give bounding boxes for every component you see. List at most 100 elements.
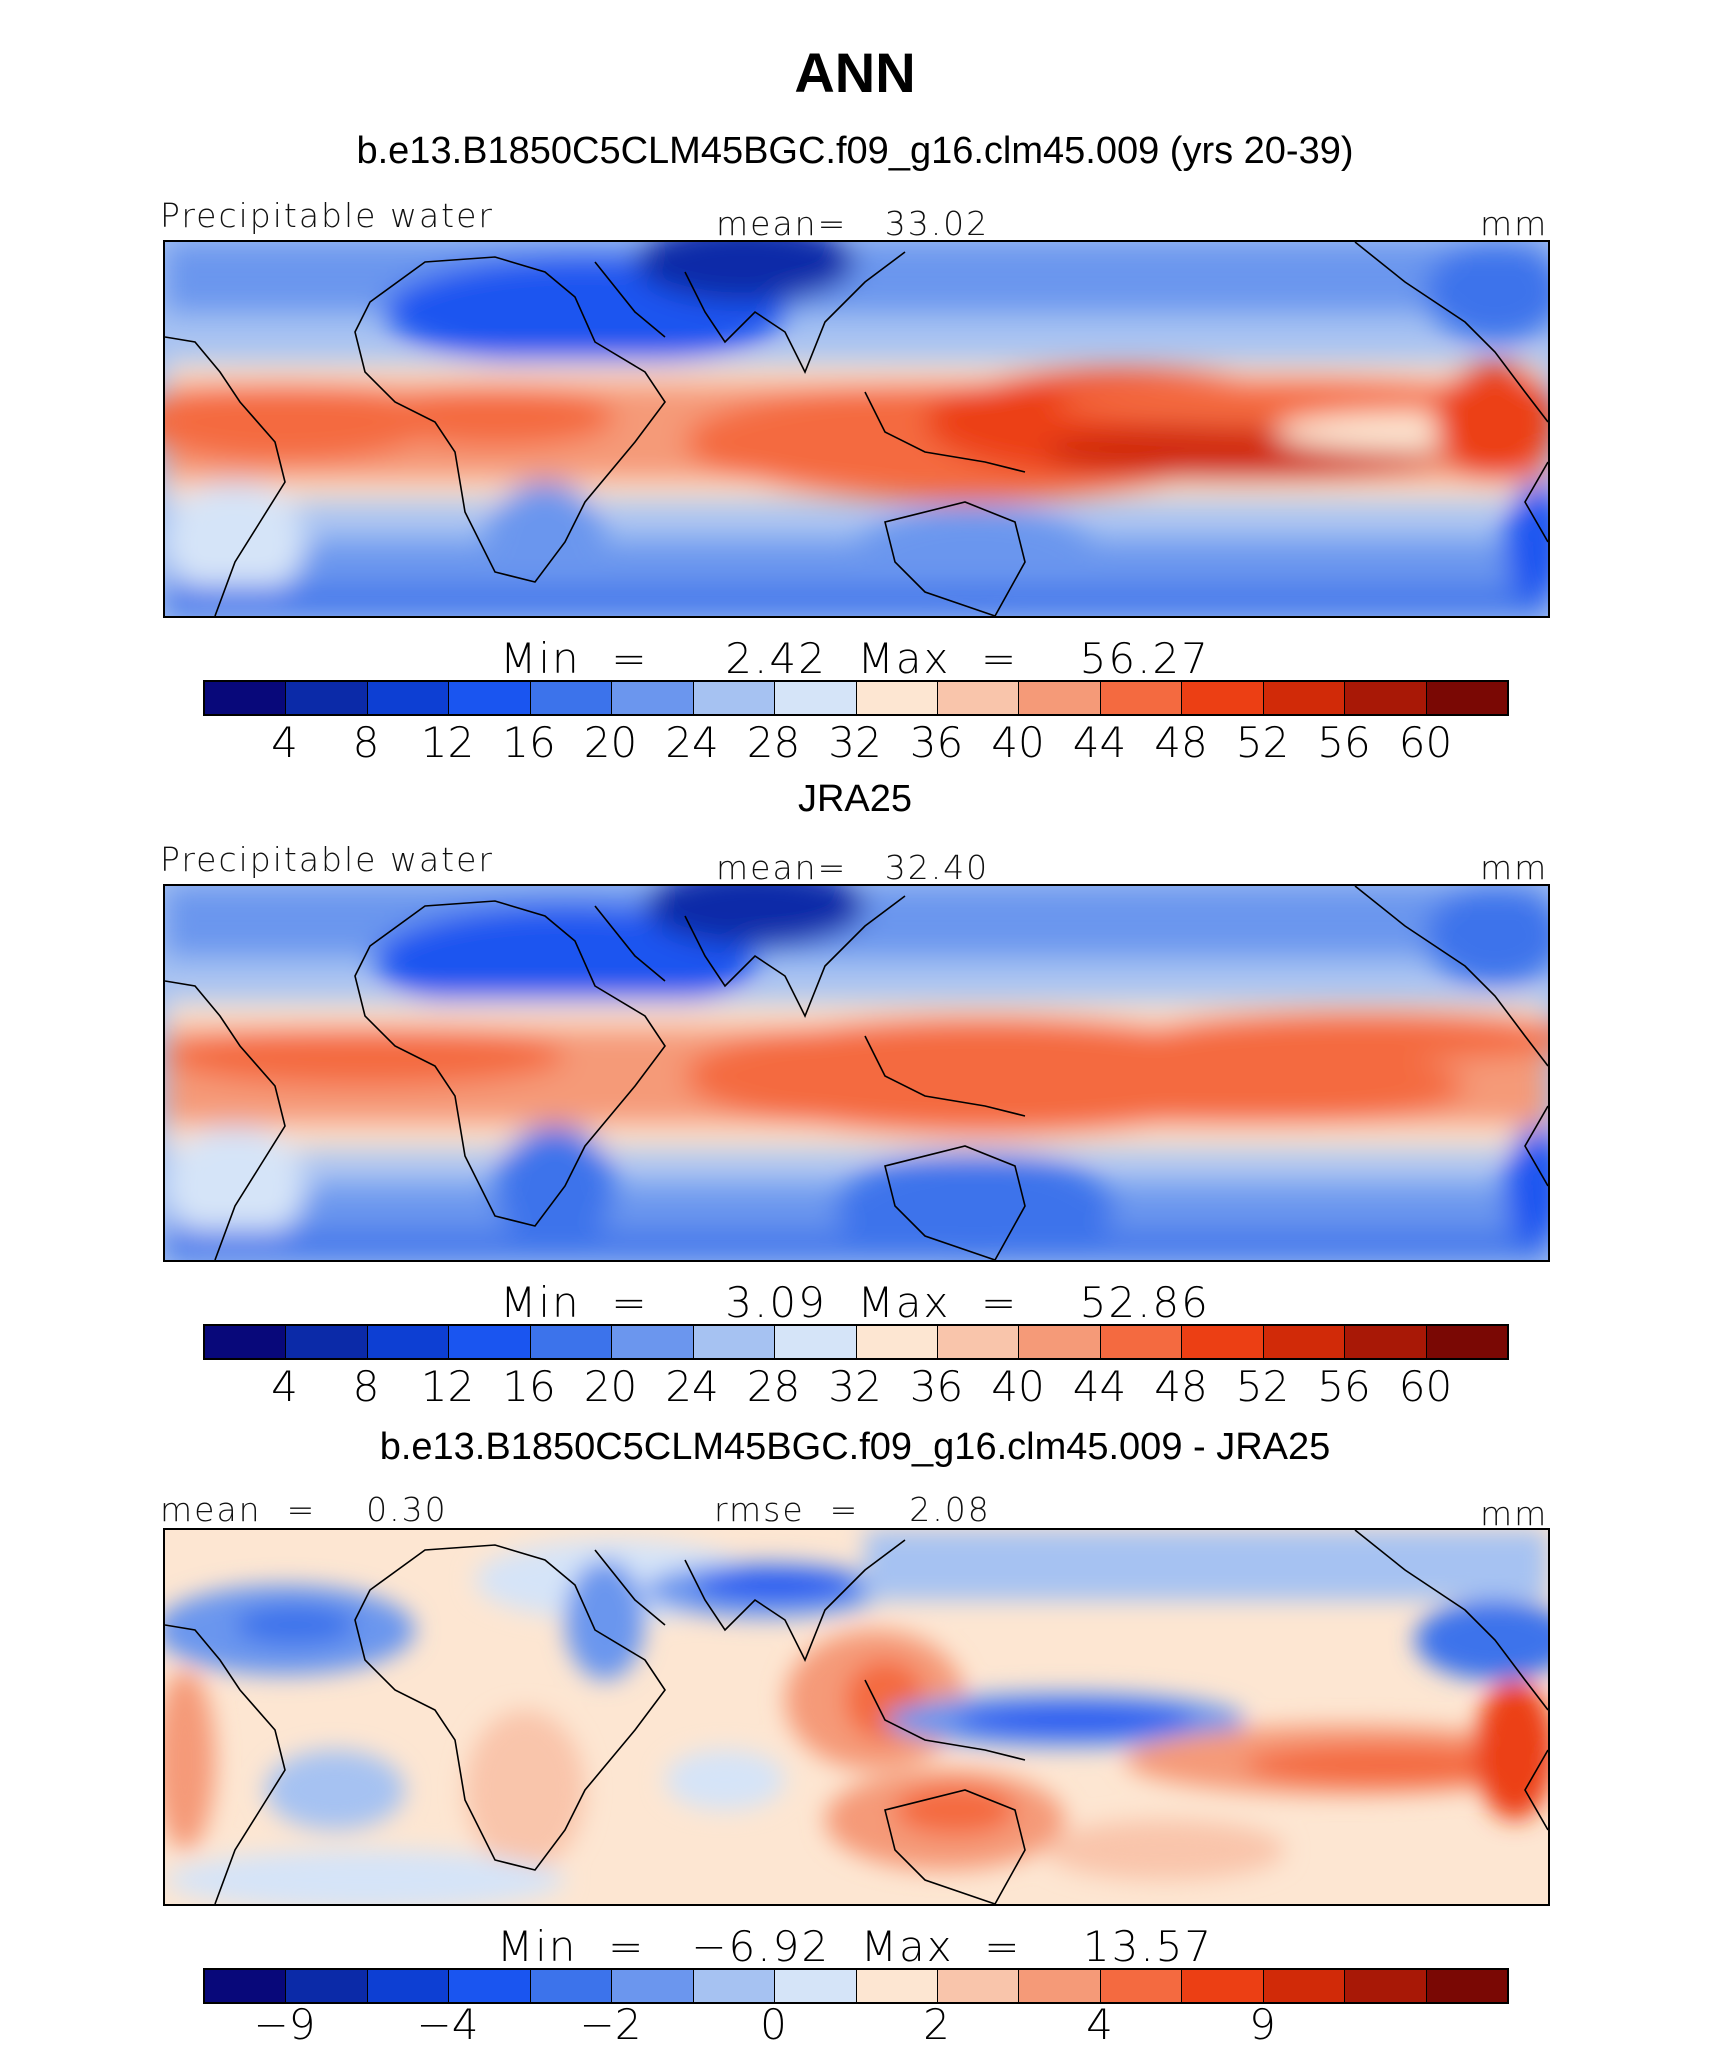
colorbar-swatch (937, 682, 1020, 714)
colorbar-tick-label: 28 (746, 1362, 801, 1411)
panel-1-field (165, 242, 1548, 616)
colorbar-swatch (1426, 1970, 1507, 2002)
panel-2-mean-label: mean= 32.40 (716, 848, 990, 887)
colorbar-tick-label: −9 (253, 2000, 316, 2049)
colorbar-swatch (449, 1970, 531, 2002)
colorbar-tick-label: 48 (1154, 718, 1208, 767)
panel-3-rmse-label: rmse = 2.08 (714, 1490, 991, 1529)
panel-2-units-label: mm (1480, 848, 1549, 887)
colorbar-swatch (856, 1326, 938, 1358)
colorbar-swatch (530, 1326, 613, 1358)
colorbar-swatch (693, 1970, 776, 2002)
panel-1-map (163, 240, 1550, 618)
colorbar-tick-label: 20 (583, 1362, 638, 1411)
colorbar-tick-label: −2 (579, 2000, 642, 2049)
colorbar-tick-label: 36 (909, 718, 964, 767)
colorbar-swatch (1345, 682, 1427, 714)
colorbar-swatch (937, 1970, 1020, 2002)
panel-2-variable-label: Precipitable water (160, 840, 494, 879)
colorbar-swatch (1426, 1326, 1507, 1358)
panel-3-min-max: Min = −6.92 Max = 13.57 (496, 1922, 1214, 1971)
colorbar-tick-label: 52 (1235, 718, 1290, 767)
colorbar-tick-label: 40 (991, 718, 1045, 767)
colorbar-tick-label: 20 (583, 718, 638, 767)
colorbar-tick-label: 60 (1398, 1362, 1453, 1411)
colorbar-tick-label: 48 (1154, 1362, 1208, 1411)
panel-3-title: b.e13.B1850C5CLM45BGC.f09_g16.clm45.009 … (379, 1426, 1331, 1468)
panel-3-map (163, 1528, 1550, 1906)
colorbar-swatch (367, 1326, 450, 1358)
colorbar-swatch (937, 1326, 1020, 1358)
panel-1-colorbar-ticks: 4 8 12 16 20 24 28 32 36 40 44 48 52 56 60 (203, 718, 1507, 768)
panel-3-colorbar (203, 1968, 1509, 2004)
colorbar-swatch (693, 1326, 776, 1358)
panel-3-mean-label: mean = 0.30 (160, 1490, 448, 1529)
colorbar-swatch (1263, 682, 1346, 714)
colorbar-swatch (856, 1970, 938, 2002)
colorbar-tick-label: 8 (352, 718, 380, 767)
panel-2-field (165, 886, 1548, 1260)
panel-1-title: b.e13.B1850C5CLM45BGC.f09_g16.clm45.009 … (356, 130, 1354, 172)
colorbar-tick-label: −4 (416, 2000, 479, 2049)
colorbar-tick-label: 40 (991, 1362, 1045, 1411)
colorbar-tick-label: 44 (1072, 1362, 1127, 1411)
colorbar-swatch (286, 1326, 368, 1358)
colorbar-tick-label: 12 (420, 718, 475, 767)
colorbar-swatch (367, 682, 450, 714)
panel-2-colorbar-ticks: 4 8 12 16 20 24 28 32 36 40 44 48 52 56 60 (203, 1362, 1507, 1412)
colorbar-swatch (205, 682, 287, 714)
main-title: ANN (794, 41, 916, 104)
colorbar-tick-label: 16 (502, 1362, 556, 1411)
panel-2-min-max: Min = 3.09 Max = 52.86 (500, 1278, 1210, 1327)
colorbar-swatch (205, 1970, 287, 2002)
colorbar-tick-label: 28 (746, 718, 801, 767)
panel-2-title: JRA25 (797, 778, 913, 820)
colorbar-tick-label: 60 (1398, 718, 1453, 767)
colorbar-tick-label: 24 (665, 1362, 719, 1411)
colorbar-swatch (612, 682, 694, 714)
colorbar-swatch (1263, 1970, 1346, 2002)
colorbar-swatch (1345, 1970, 1427, 2002)
colorbar-swatch (449, 1326, 531, 1358)
colorbar-swatch (367, 1970, 450, 2002)
colorbar-swatch (1100, 1970, 1183, 2002)
panel-1-colorbar (203, 680, 1509, 716)
colorbar-tick-label: 2 (923, 2000, 950, 2049)
panel-3-units-label: mm (1480, 1494, 1549, 1533)
colorbar-swatch (612, 1970, 694, 2002)
colorbar-swatch (1019, 1326, 1101, 1358)
panel-1-variable-label: Precipitable water (160, 196, 494, 235)
colorbar-tick-label: 52 (1235, 1362, 1290, 1411)
panel-1-units-label: mm (1480, 204, 1549, 243)
colorbar-tick-label: 56 (1317, 1362, 1371, 1411)
colorbar-tick-label: 0 (760, 2000, 787, 2049)
colorbar-swatch (856, 682, 938, 714)
colorbar-tick-label: 4 (271, 1362, 298, 1411)
colorbar-tick-label: 9 (1249, 2000, 1276, 2049)
colorbar-swatch (1426, 682, 1507, 714)
colorbar-tick-label: 36 (909, 1362, 964, 1411)
colorbar-swatch (449, 682, 531, 714)
colorbar-tick-label: 12 (420, 1362, 475, 1411)
panel-1-min-max: Min = 2.42 Max = 56.27 (500, 634, 1210, 683)
colorbar-swatch (1019, 682, 1101, 714)
colorbar-tick-label: 16 (502, 718, 556, 767)
colorbar-swatch (775, 1970, 857, 2002)
colorbar-swatch (286, 682, 368, 714)
colorbar-tick-label: 56 (1317, 718, 1371, 767)
colorbar-swatch (1263, 1326, 1346, 1358)
colorbar-swatch (693, 682, 776, 714)
colorbar-swatch (775, 1326, 857, 1358)
colorbar-swatch (1100, 1326, 1183, 1358)
colorbar-swatch (1019, 1970, 1101, 2002)
colorbar-swatch (530, 682, 613, 714)
colorbar-swatch (1345, 1326, 1427, 1358)
colorbar-tick-label: 8 (352, 1362, 380, 1411)
colorbar-swatch (1100, 682, 1183, 714)
colorbar-swatch (612, 1326, 694, 1358)
colorbar-tick-label: 44 (1072, 718, 1127, 767)
colorbar-tick-label: 32 (828, 718, 882, 767)
panel-2-colorbar (203, 1324, 1509, 1360)
panel-1-mean-label: mean= 33.02 (716, 204, 990, 243)
colorbar-swatch (1182, 1970, 1264, 2002)
